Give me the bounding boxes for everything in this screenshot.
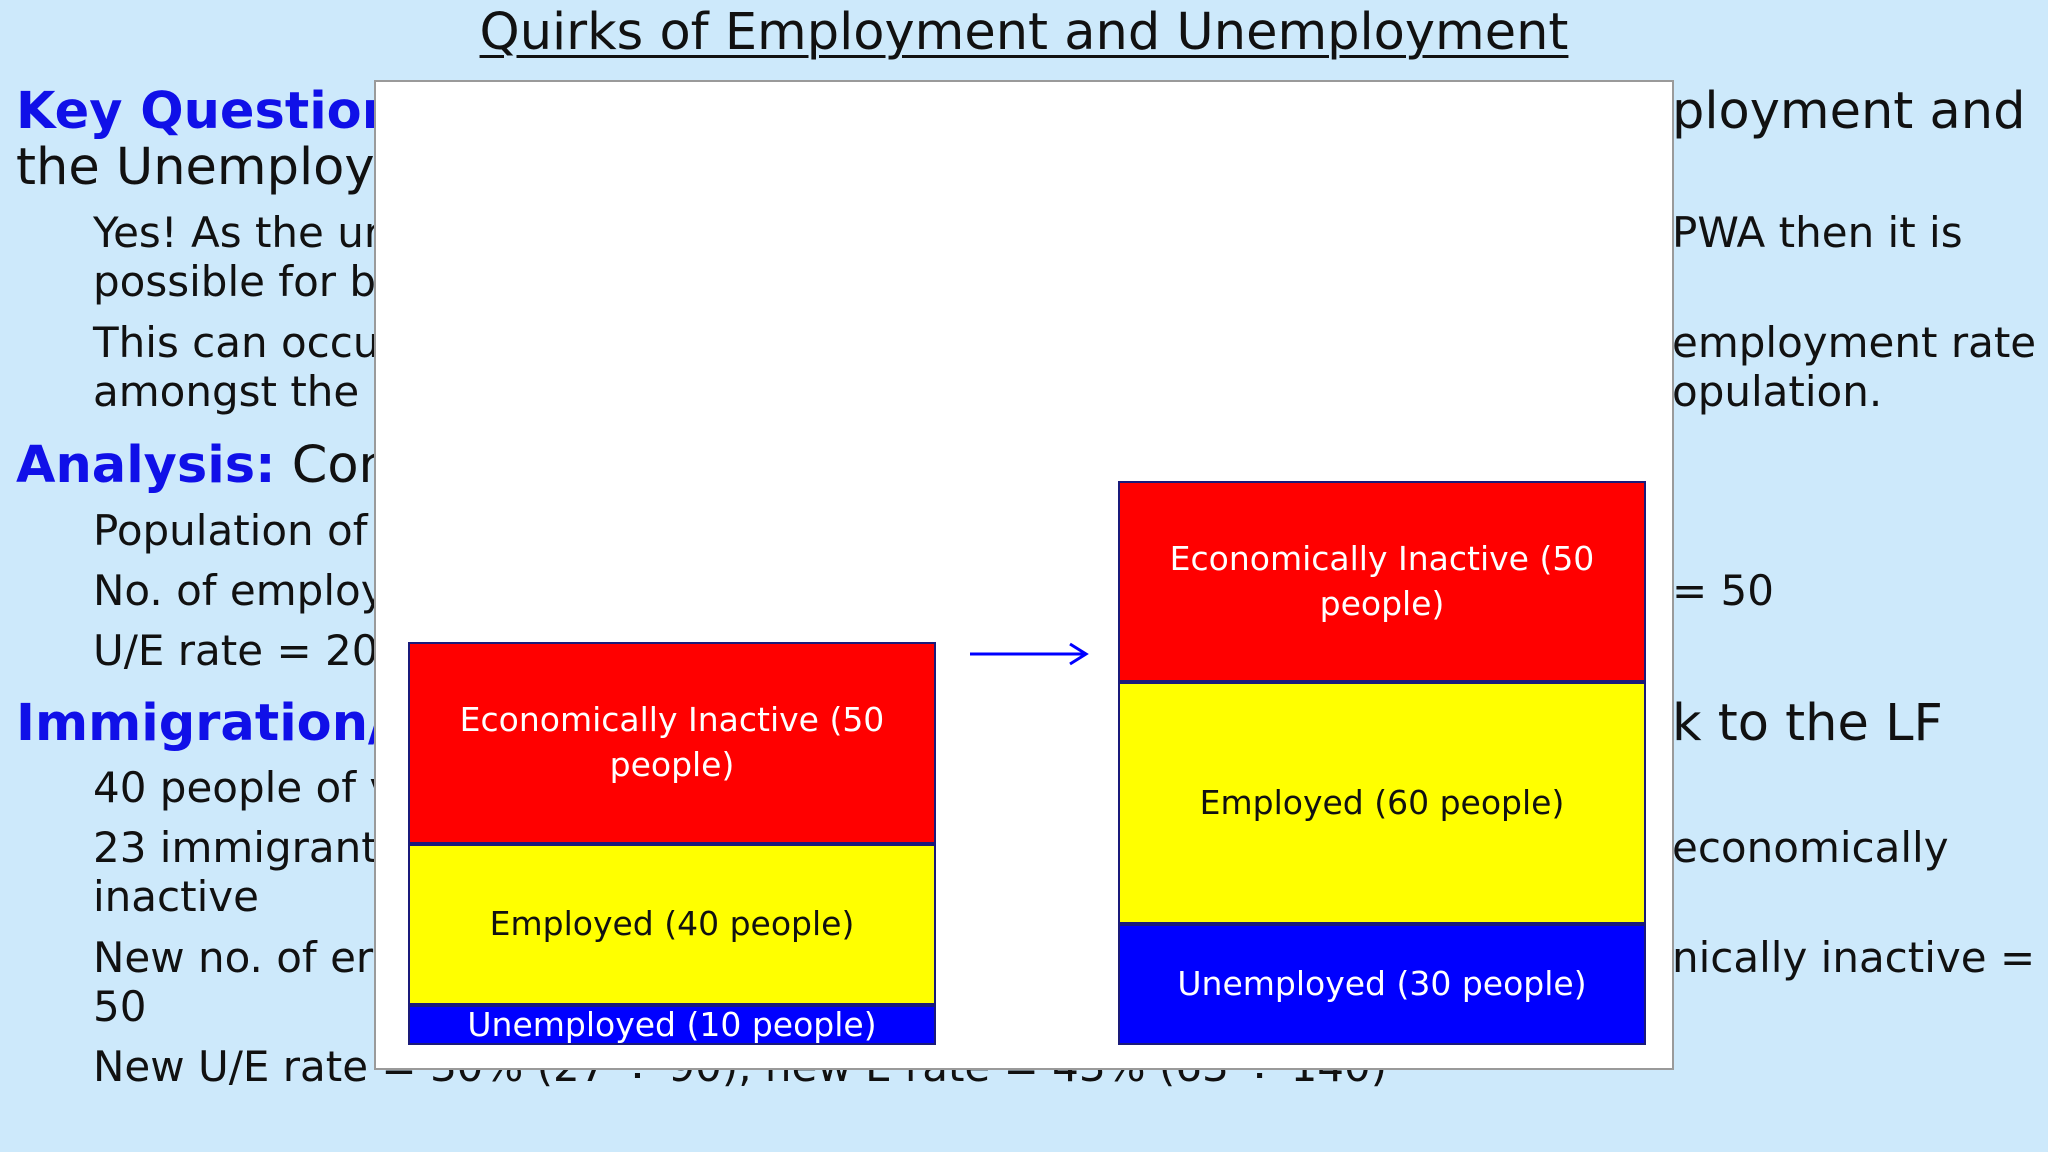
answer-line-4-right: opulation. — [1672, 367, 1883, 416]
analysis-line-2: No. of employ — [93, 566, 386, 615]
key-question-label: Key Question: — [16, 82, 419, 141]
immigration-line-2: 23 immigrants — [93, 823, 400, 872]
immigration-line-4: New no. of er — [93, 933, 374, 982]
analysis-line-3: U/E rate = 20% — [93, 626, 419, 675]
answer-line-1-right: PWA then it is — [1672, 208, 1963, 257]
answer-line-4: amongst the r — [93, 367, 390, 416]
new-rate-text: New U/E rate — [93, 1042, 369, 1091]
key-question-line: Key Question: — [16, 82, 418, 141]
bar-segment-label: Economically Inactive (50 people) — [459, 700, 885, 784]
bar-segment-economically-inactive-before: Economically Inactive (50 people) — [408, 642, 936, 844]
immigration-line-1: 40 people of v — [93, 763, 395, 812]
bar-segment-label: Economically Inactive (50 people) — [1169, 539, 1595, 623]
bar-segment-unemployed-after: Unemployed (30 people) — [1118, 924, 1646, 1045]
bar-segment-employed-after: Employed (60 people) — [1118, 682, 1646, 925]
bar-segment-unemployed-before: Unemployed (10 people) — [408, 1005, 936, 1045]
answer-line-1: Yes! As the ur — [93, 208, 382, 257]
bar-segment-label: Unemployed (10 people) — [467, 1004, 877, 1044]
analysis-line-1: Population of — [93, 506, 368, 555]
immigration-line: Immigration/C — [16, 694, 424, 753]
bar-segment-employed-before: Employed (40 people) — [408, 843, 936, 1005]
bar-segment-label: Employed (40 people) — [489, 903, 855, 943]
chart-overlay: Unemployed (10 people) Employed (40 peopl… — [374, 80, 1674, 1070]
arrow-icon — [970, 642, 1089, 666]
immigration-right: k to the LF — [1672, 694, 1943, 753]
immigration-line-4-right: nically inactive = — [1672, 933, 2036, 982]
answer-line-3-right: employment rate — [1672, 318, 2037, 367]
analysis-line-2-right: = 50 — [1672, 566, 1774, 615]
key-question-cont: the Unemployr — [16, 138, 396, 197]
answer-line-2: possible for b — [93, 257, 377, 306]
bar-segment-economically-inactive-after: Economically Inactive (50 people) — [1118, 480, 1646, 683]
immigration-line-5: 50 — [93, 982, 147, 1031]
analysis-line: Analysis: Consi — [16, 436, 432, 495]
immigration-line-3: inactive — [93, 872, 259, 921]
bar-segment-label: Unemployed (30 people) — [1177, 964, 1587, 1004]
answer-line-3: This can occur — [93, 318, 397, 367]
slide-title: Quirks of Employment and Unemployment — [479, 3, 1569, 62]
immigration-label: Immigration/C — [16, 694, 425, 753]
bar-segment-label: Employed (60 people) — [1199, 782, 1565, 822]
immigration-line-2-right: economically — [1672, 823, 1949, 872]
analysis-label: Analysis: — [16, 436, 276, 495]
key-question-right: ployment and — [1672, 82, 2026, 141]
